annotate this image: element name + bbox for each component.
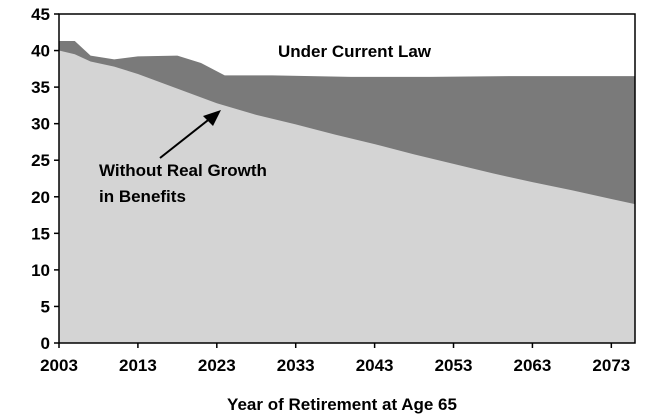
x-axis-title: Year of Retirement at Age 65 (227, 395, 457, 414)
axes: 0 5 10 15 20 25 30 35 40 45 2003 2013 2023 2033 2043 20… (31, 5, 636, 375)
y-tick-label: 5 (41, 297, 50, 316)
x-tick-label: 2023 (198, 356, 236, 375)
y-tick-label: 10 (31, 261, 50, 280)
y-tick-label: 0 (41, 334, 50, 353)
y-tick-label: 20 (31, 188, 50, 207)
x-tick-label: 2013 (119, 356, 157, 375)
plot-frame (58, 13, 636, 344)
x-tick-label: 2063 (514, 356, 552, 375)
y-tick-label: 30 (31, 115, 50, 134)
without-growth-label-line1: Without Real Growth (99, 161, 267, 180)
y-tick-label: 40 (31, 42, 50, 61)
x-tick-label: 2053 (435, 356, 473, 375)
y-tick-label: 45 (31, 5, 50, 24)
y-tick-label: 25 (31, 151, 50, 170)
annotation-arrow-line (159, 116, 213, 159)
y-tick-label: 15 (31, 224, 50, 243)
y-tick-label: 35 (31, 78, 50, 97)
annotation-arrow-head (203, 110, 221, 126)
x-tick-label: 2073 (592, 356, 630, 375)
x-tick-label: 2043 (356, 356, 394, 375)
under-current-law-label: Under Current Law (278, 42, 432, 61)
without-growth-label-line2: in Benefits (99, 187, 186, 206)
x-tick-label: 2033 (277, 356, 315, 375)
x-tick-label: 2003 (40, 356, 78, 375)
annotations: Under Current Law Without Real Growth in… (99, 42, 457, 414)
